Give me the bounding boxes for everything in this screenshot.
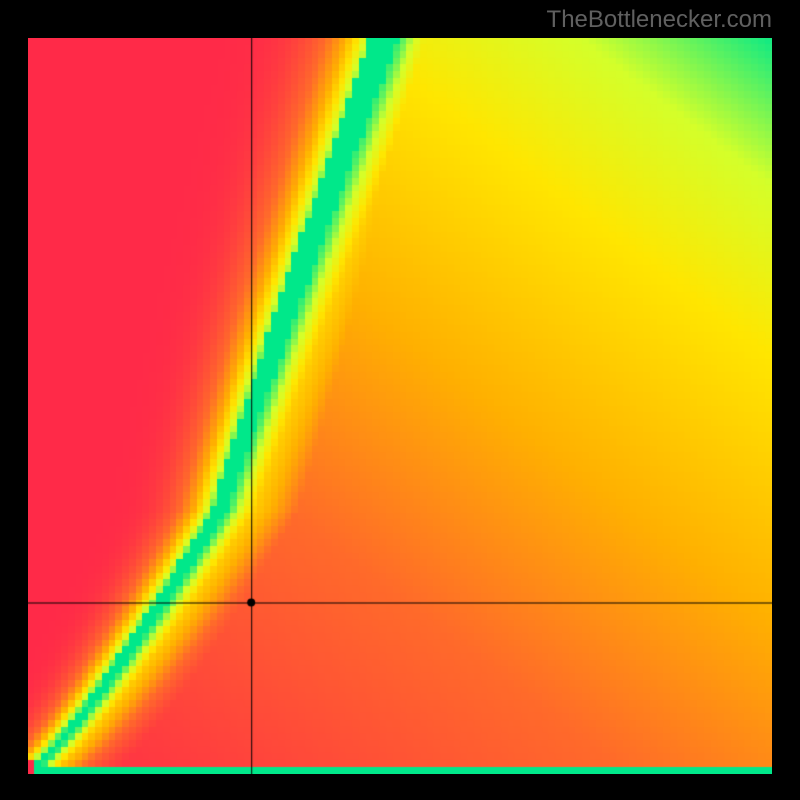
watermark-text: TheBottlenecker.com [547, 6, 772, 34]
heatmap-canvas [28, 38, 772, 774]
chart-container: TheBottlenecker.com [0, 0, 800, 800]
